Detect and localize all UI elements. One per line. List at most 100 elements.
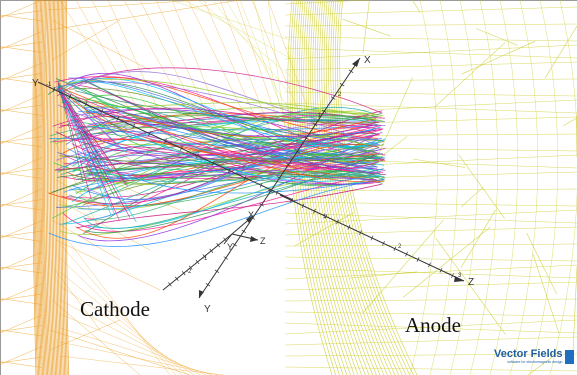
- cathode-mesh-line: [0, 251, 43, 271]
- anode-mesh-line: [307, 0, 366, 375]
- anode-mesh-line: [284, 44, 577, 60]
- electron-trajectory: [57, 80, 116, 215]
- cathode-mesh-line: [0, 140, 43, 148]
- electron-trajectory: [83, 168, 375, 229]
- axis-x-main-tick: [321, 109, 327, 114]
- anode-mesh-line: [289, 0, 336, 375]
- cathode-mesh-line: [0, 14, 43, 22]
- electron-trajectory: [67, 83, 379, 179]
- axis-y-main-tick: [211, 160, 215, 166]
- anode-mesh-line: [458, 154, 505, 219]
- cathode-dense-line: [64, 0, 68, 375]
- anode-mesh-line: [284, 281, 577, 291]
- axis-y-lower-tick: [168, 282, 172, 287]
- anode-mesh-line: [337, 0, 414, 375]
- cathode-mesh-line: [0, 235, 43, 242]
- axis-y-main-tick: [68, 94, 72, 100]
- electron-trajectory: [61, 110, 383, 205]
- electron-trajectory: [64, 154, 377, 180]
- axis-z-main-tick: [370, 235, 374, 241]
- axis-y-main-tick: [52, 86, 56, 92]
- electron-trajectory: [72, 128, 373, 173]
- anode-mesh-line: [284, 201, 577, 207]
- cathode-dense-line: [58, 0, 63, 375]
- triad-label-y: Y: [227, 242, 233, 252]
- cathode-mesh-line: [49, 329, 191, 375]
- cathode-mesh-line: [0, 283, 43, 302]
- anode-mesh-line: [284, 243, 577, 247]
- axis-x-main-tick: [330, 96, 336, 100]
- electron-trajectory: [68, 96, 383, 162]
- anode-mesh-line: [412, 158, 466, 168]
- anode-mesh-line: [183, 0, 291, 59]
- axis-z-main-tick: [428, 262, 431, 268]
- axis-label-y-lower: Y: [204, 304, 211, 315]
- triad-z-arrowhead: [250, 236, 258, 242]
- cathode-dense-line: [34, 0, 39, 375]
- axis-y-main-tick: [243, 175, 247, 181]
- anode-mesh-line: [509, 0, 539, 375]
- cathode-mesh-line: [49, 0, 241, 31]
- electron-trajectory: [56, 88, 385, 171]
- electron-trajectory: [57, 104, 379, 161]
- cathode-mesh: [0, 0, 313, 375]
- axis-y-lower-tick: [209, 248, 214, 253]
- electron-trajectory: [78, 133, 378, 242]
- anode-mesh-line: [434, 42, 506, 108]
- cathode-mesh-line: [59, 285, 195, 375]
- axis-y-main-tick: [259, 182, 263, 188]
- axis-x-main-tick: [214, 269, 220, 274]
- anode-mesh-line: [197, 0, 291, 77]
- electron-trajectory: [61, 87, 377, 137]
- electron-trajectory: [59, 155, 378, 178]
- cathode-mesh-line: [0, 10, 43, 17]
- y-tick-label-minus2: -2: [186, 269, 192, 275]
- axis-y-lower-arrowhead: [199, 290, 204, 298]
- axis-x-arrowhead: [352, 58, 360, 67]
- brand-mark-icon: [565, 350, 575, 364]
- electron-trajectory: [77, 85, 381, 174]
- axis-x-main-tick: [268, 189, 273, 194]
- axis-y-main-tick: [132, 123, 135, 129]
- anode-mesh-line: [334, 0, 410, 375]
- anode-mesh-line: [310, 0, 370, 375]
- frame-top-border: [0, 0, 577, 1]
- cathode-dense-line: [33, 0, 38, 375]
- electron-trajectory: [57, 82, 84, 183]
- cathode-mesh-line: [51, 19, 151, 71]
- electron-trajectory: [58, 78, 380, 147]
- anode-mesh-line: [526, 232, 557, 295]
- anode-mesh-line: [284, 311, 577, 317]
- anode-mesh-line: [169, 0, 291, 41]
- axis-z-main-tick: [313, 208, 316, 214]
- anode-mesh-line: [284, 267, 577, 279]
- cathode-dense-line: [48, 0, 54, 375]
- cathode-mesh-line: [0, 172, 43, 179]
- triad-y-axis: [223, 233, 233, 245]
- cathode-mesh-line: [53, 139, 101, 231]
- electron-trajectory: [71, 129, 377, 168]
- anode-mesh-line: [349, 271, 418, 279]
- anode-mesh-line: [284, 91, 577, 97]
- cathode-dense-line: [44, 0, 50, 375]
- cathode-mesh-line: [155, 0, 215, 131]
- anode-mesh-line: [294, 212, 354, 247]
- axis-y-main-tick: [196, 153, 199, 159]
- x-tick-label-2: 2: [338, 92, 342, 98]
- cathode-mesh-line: [0, 325, 43, 332]
- anode-mesh-line: [284, 336, 577, 346]
- axis-z-arrowhead: [454, 276, 464, 282]
- axis-y-main-tick: [116, 116, 120, 122]
- anode-mesh-line: [284, 78, 577, 82]
- cathode-mesh-line: [59, 313, 207, 375]
- electron-trajectory: [57, 88, 96, 182]
- anode-mesh-line: [284, 256, 577, 262]
- cathode-mesh-line: [0, 62, 43, 82]
- cathode-mesh-line: [0, 298, 43, 305]
- axis-x-main-tick: [277, 176, 282, 180]
- cathode-mesh-line: [219, 0, 271, 131]
- cathode-mesh-line: [0, 293, 43, 301]
- cathode-mesh-line: [187, 0, 243, 111]
- cathode-mesh-line: [0, 361, 43, 368]
- cathode-mesh-line: [51, 299, 141, 375]
